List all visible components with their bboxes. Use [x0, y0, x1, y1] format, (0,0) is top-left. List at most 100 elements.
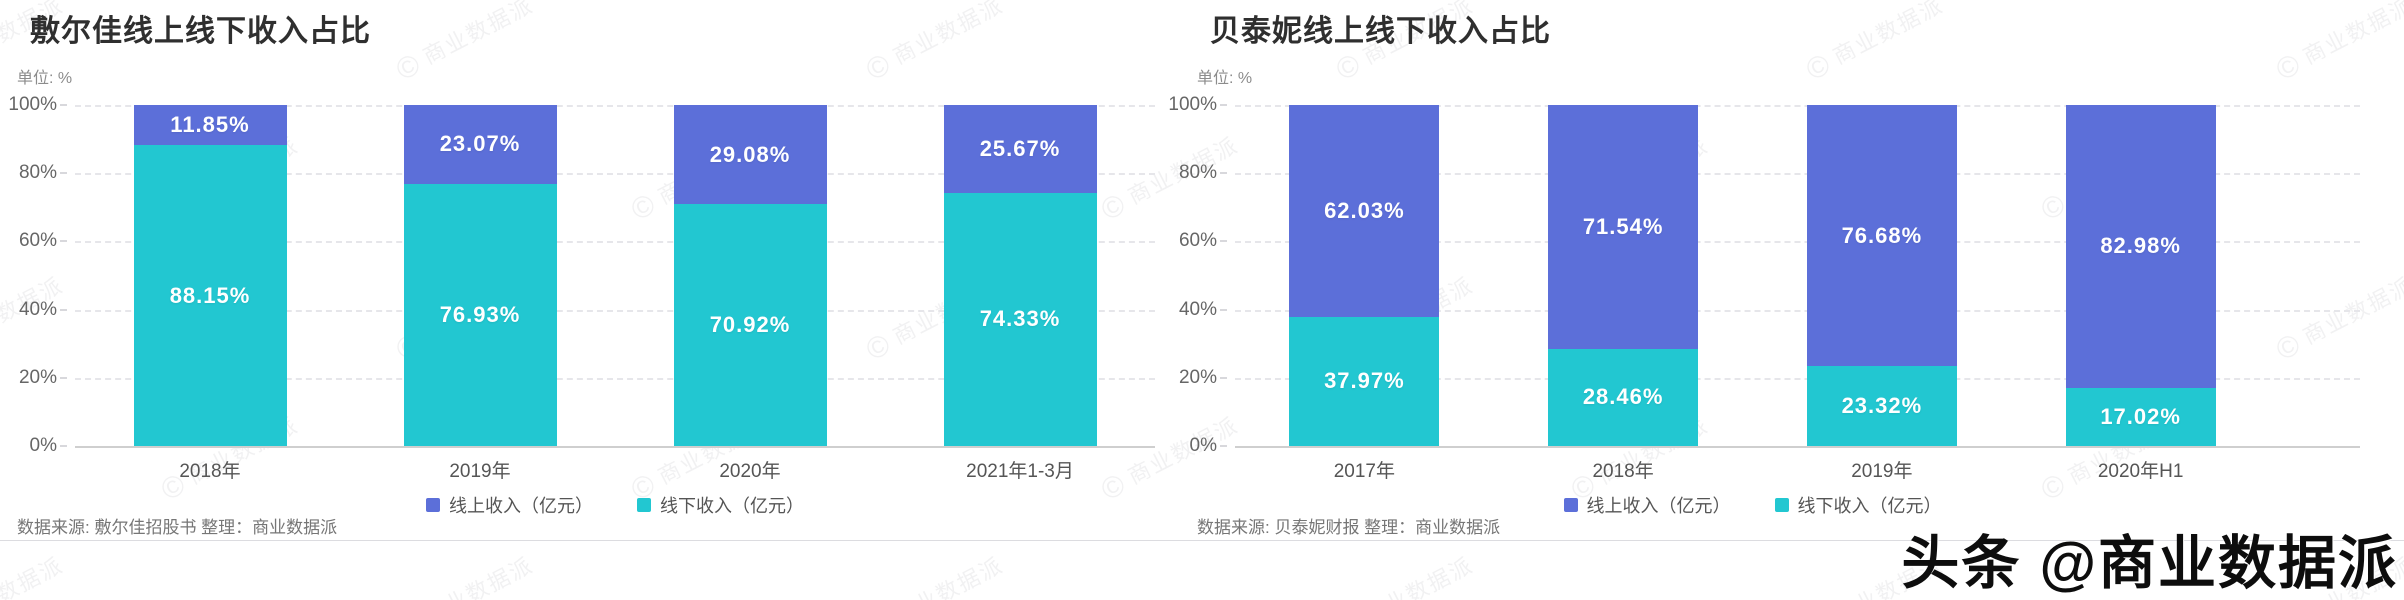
bar-segment-offline: 17.02% — [2065, 387, 2216, 446]
unit-label: 单位: % — [17, 70, 73, 87]
bar-segment-label: 11.85% — [170, 112, 250, 138]
plot-area: 100% 80% 60% 40% 20% 0% 62.03% 37.97% 71… — [1168, 94, 2360, 482]
y-tick-label: 80% — [1147, 162, 1227, 184]
y-tick-label: 0% — [1147, 435, 1227, 457]
bar-segment-offline: 76.93% — [403, 183, 557, 446]
legend: 线上收入（亿元） 线下收入（亿元） — [75, 492, 1155, 518]
y-tick-label: 80% — [0, 162, 67, 184]
x-axis-label: 2017年 — [1333, 461, 1396, 482]
gridline-60 — [1235, 241, 2360, 244]
x-axis-label: 2018年 — [179, 461, 241, 482]
legend-label: 线上收入（亿元） — [1586, 496, 1731, 516]
x-axis-label: 2019年 — [1851, 461, 1913, 482]
legend-label: 线下收入（亿元） — [660, 496, 804, 516]
x-axis-label: 2018年 — [1592, 461, 1654, 482]
y-tick-label: 0% — [0, 435, 67, 457]
legend-swatch-offline-icon — [1774, 498, 1789, 512]
bar-segment-label: 17.02% — [2100, 403, 2181, 429]
legend-swatch-offline-icon — [637, 498, 651, 512]
bar-segment-online: 71.54% — [1548, 105, 1699, 349]
stacked-bar-2019: 76.68% 23.32% — [1806, 105, 1957, 446]
x-axis-label: 2020年H1 — [2097, 461, 2184, 482]
stacked-bar-2018: 71.54% 28.46% — [1548, 105, 1699, 446]
bar-segment-online: 11.85% — [133, 105, 287, 146]
bar-segment-offline: 70.92% — [673, 204, 827, 446]
y-tick-label: 100% — [1147, 94, 1227, 116]
bar-segment-online: 62.03% — [1289, 105, 1440, 317]
stacked-bar-2017: 62.03% 37.97% — [1289, 105, 1440, 446]
legend-swatch-online-icon — [1563, 498, 1578, 512]
bar-segment-label: 23.07% — [439, 131, 521, 157]
bar-segment-label: 71.54% — [1582, 213, 1664, 239]
bar-segment-offline: 88.15% — [133, 145, 287, 446]
bars-group: 11.85% 88.15% 23.07% 76.93% 29.08% 70.92… — [75, 105, 1155, 446]
gridline-100 — [75, 105, 1155, 107]
divider — [0, 540, 1180, 541]
chart-panel-fuerjia: 敷尔佳线上线下收入占比 单位: % 100% 80% 60% 40% 20% 0… — [0, 0, 1180, 600]
legend-label: 线下收入（亿元） — [1797, 496, 1942, 516]
bar-segment-offline: 74.33% — [943, 192, 1097, 446]
y-tick-label: 40% — [0, 299, 67, 321]
plot-area: 100% 80% 60% 40% 20% 0% 11.85% 88.15% 23… — [8, 94, 1155, 482]
y-tick-label: 100% — [0, 94, 67, 116]
gridline-80 — [75, 173, 1155, 176]
source-note: 数据来源: 敷尔佳招股书 整理：商业数据派 — [17, 518, 338, 537]
stacked-bar-2018: 11.85% 88.15% — [133, 105, 287, 446]
legend-swatch-online-icon — [426, 498, 440, 512]
gridline-60 — [75, 241, 1155, 244]
bar-segment-label: 82.98% — [2100, 233, 2181, 259]
x-axis-label: 2019年 — [449, 461, 511, 482]
bar-segment-label: 74.33% — [979, 306, 1061, 332]
gridline-40 — [75, 309, 1155, 312]
bar-segment-offline: 28.46% — [1548, 348, 1699, 446]
bar-segment-online: 76.68% — [1806, 105, 1957, 367]
legend-item-online: 线上收入（亿元） — [426, 492, 593, 518]
y-tick-label: 60% — [1147, 230, 1227, 252]
bar-segment-online: 23.07% — [403, 105, 557, 184]
x-axis: 2017年 2018年 2019年 2020年H1 — [1235, 456, 2270, 483]
chart-panel-betaini: 贝泰妮线上线下收入占比 单位: % 100% 80% 60% 40% 20% 0… — [1168, 0, 2404, 600]
legend-item-offline: 线下收入（亿元） — [1774, 492, 1942, 518]
bar-segment-label: 76.93% — [439, 301, 521, 327]
x-axis-label: 2020年 — [719, 461, 781, 482]
legend: 线上收入（亿元） 线下收入（亿元） — [1235, 492, 2270, 518]
stacked-bar-2020h1: 82.98% 17.02% — [2065, 105, 2216, 446]
x-axis: 2018年 2019年 2020年 2021年1-3月 — [75, 456, 1155, 483]
bar-segment-offline: 23.32% — [1806, 366, 1957, 446]
y-tick-label: 20% — [1147, 367, 1227, 389]
legend-item-offline: 线下收入（亿元） — [637, 492, 804, 518]
y-tick-label: 60% — [0, 230, 67, 252]
y-tick-label: 40% — [1147, 299, 1227, 321]
gridline-20 — [75, 377, 1155, 380]
bar-segment-label: 37.97% — [1324, 368, 1405, 394]
y-tick-label: 20% — [0, 367, 67, 389]
gridline-20 — [1235, 377, 2360, 380]
chart-title: 敷尔佳线上线下收入占比 — [30, 15, 371, 48]
bar-segment-label: 88.15% — [169, 282, 251, 308]
unit-label: 单位: % — [1197, 70, 1253, 87]
bar-segment-online: 29.08% — [673, 105, 827, 205]
gridline-40 — [1235, 309, 2360, 312]
bar-segment-offline: 37.97% — [1289, 316, 1440, 446]
bar-segment-online: 25.67% — [943, 105, 1097, 193]
legend-item-online: 线上收入（亿元） — [1563, 492, 1731, 518]
bars-group: 62.03% 37.97% 71.54% 28.46% 76.68% 23.32… — [1235, 105, 2270, 446]
bar-segment-label: 62.03% — [1324, 197, 1405, 223]
source-note: 数据来源: 贝泰妮财报 整理：商业数据派 — [1197, 518, 1501, 537]
bar-segment-label: 76.68% — [1841, 222, 1923, 248]
bar-segment-label: 29.08% — [709, 141, 791, 167]
bar-segment-label: 25.67% — [979, 135, 1061, 161]
chart-title: 贝泰妮线上线下收入占比 — [1210, 15, 1551, 48]
bar-segment-label: 70.92% — [709, 312, 791, 338]
bar-segment-label: 28.46% — [1582, 384, 1664, 410]
stacked-bar-2019: 23.07% 76.93% — [403, 105, 557, 446]
divider — [1180, 540, 2404, 541]
x-axis-label: 2021年1-3月 — [966, 461, 1074, 482]
bar-segment-online: 82.98% — [2065, 105, 2216, 388]
gridline-80 — [1235, 173, 2360, 176]
stacked-bar-2021q1: 25.67% 74.33% — [943, 105, 1097, 446]
bar-segment-label: 23.32% — [1841, 393, 1923, 419]
gridline-100 — [1235, 105, 2360, 107]
stacked-bar-2020: 29.08% 70.92% — [673, 105, 827, 446]
toutiao-brand-text: 头条 @商业数据派 — [1901, 531, 2398, 596]
